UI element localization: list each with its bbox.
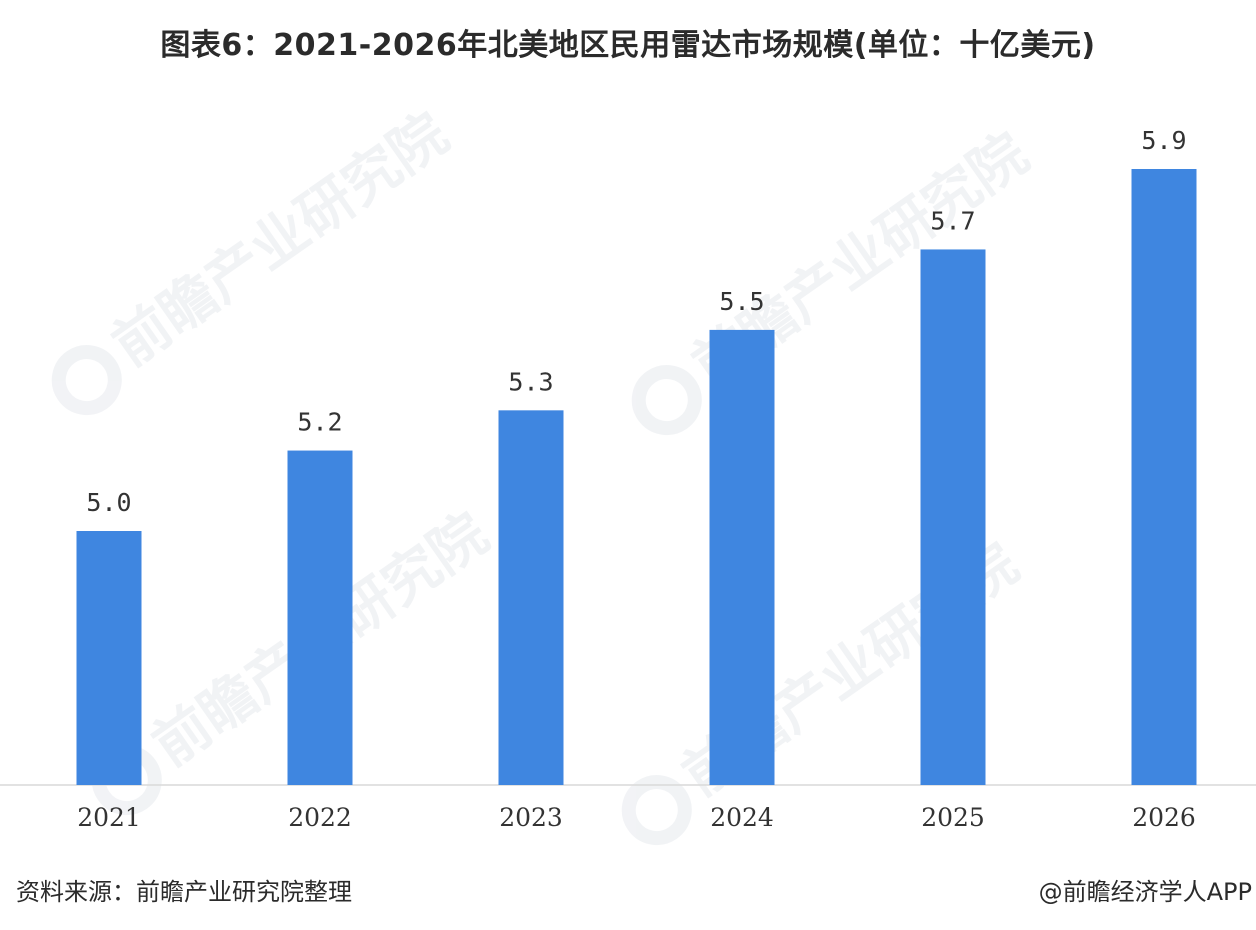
brand-credit: @前瞻经济学人APP (1038, 878, 1252, 906)
chart-title: 图表6：2021-2026年北美地区民用雷达市场规模(单位：十亿美元) (160, 28, 1096, 63)
data-label-2024: 5.5 (719, 287, 764, 316)
bar-2022 (287, 450, 353, 785)
bar-2021 (76, 531, 142, 785)
bar-2023 (498, 410, 564, 785)
data-label-2023: 5.3 (508, 367, 553, 396)
bar-2026 (1131, 169, 1197, 785)
bar-2024 (709, 329, 775, 785)
x-tick-label-2022: 2022 (288, 803, 352, 832)
bar-2025 (920, 249, 986, 785)
x-tick-label-2025: 2025 (921, 803, 985, 832)
x-tick-label-2021: 2021 (77, 803, 141, 832)
data-label-2022: 5.2 (297, 408, 342, 437)
data-label-2026: 5.9 (1141, 126, 1186, 155)
x-tick-label-2024: 2024 (710, 803, 774, 832)
x-tick-label-2026: 2026 (1132, 803, 1196, 832)
x-tick-label-2023: 2023 (499, 803, 563, 832)
bar-chart: 5.0 2021 5.2 2022 5.3 2023 5.5 2024 5.7 2025 5.9 20… (0, 126, 1256, 832)
data-label-2025: 5.7 (930, 206, 975, 235)
data-label-2021: 5.0 (86, 488, 131, 517)
source-note: 资料来源：前瞻产业研究院整理 (16, 878, 352, 906)
